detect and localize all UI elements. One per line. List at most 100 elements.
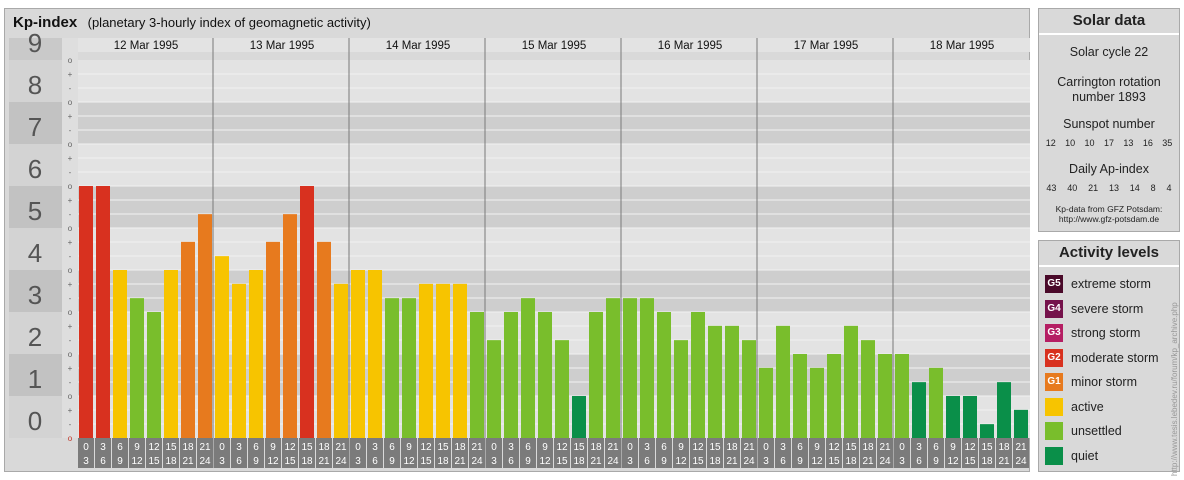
kp-bar [164,270,178,438]
interval-cell [129,438,145,468]
kp-bar [742,340,756,438]
y-minor-label: - [69,210,72,219]
interval-end-label: 3 [491,456,497,467]
ap-index-value: 8 [1150,183,1156,193]
kp-bar [623,298,637,438]
kp-bar [691,312,705,438]
carrington-label: Carrington rotation [1057,75,1161,89]
interval-end-label: 15 [556,456,568,467]
level-swatch: G5 [1045,275,1063,293]
interval-end-label: 9 [661,456,667,467]
sunspot-value: 10 [1084,138,1095,148]
interval-cell [945,438,961,468]
interval-start-label: 15 [709,442,721,453]
interval-end-label: 3 [355,456,361,467]
y-tick-label: 8 [28,70,42,100]
interval-end-label: 18 [437,456,449,467]
kp-bar [708,325,722,438]
interval-start-label: 12 [964,442,976,453]
day-header-row [78,38,1030,52]
level-swatch: G1 [1045,373,1063,391]
interval-end-label: 6 [236,456,242,467]
interval-start-label: 9 [950,442,956,453]
interval-end-label: 21 [454,456,466,467]
y-minor-label: - [69,84,72,93]
kp-bar [521,298,535,438]
interval-end-label: 18 [165,456,177,467]
interval-start-label: 6 [253,442,259,453]
kp-bar [640,298,654,438]
interval-end-label: 24 [879,456,891,467]
interval-start-label: 3 [916,442,922,453]
sunspot-value: 10 [1065,138,1076,148]
interval-cell [503,438,519,468]
kp-bar [487,340,501,438]
chart-subtitle: (planetary 3-hourly index of geomagnetic… [87,15,371,30]
level-label: unsettled [1071,424,1122,438]
interval-cell [1013,438,1029,468]
interval-cell [197,438,213,468]
kp-bars [79,186,1028,438]
interval-cell [911,438,927,468]
kp-bar [810,367,824,438]
solar-data-title: Solar data [1039,9,1179,35]
source-link[interactable]: http://www.gfz-potsdam.de [1058,214,1160,224]
interval-cell [401,438,417,468]
activity-level-severe-storm: G4 severe storm [1045,299,1143,318]
interval-cell [350,438,366,468]
y-minor-label: + [68,154,73,163]
y-tick-label: 6 [28,154,42,184]
interval-end-label: 6 [644,456,650,467]
kp-bar [266,241,280,438]
y-minor-label: o [68,434,73,443]
kp-bar [606,298,620,438]
interval-start-label: 18 [454,442,466,453]
y-band-4 [9,228,62,270]
ap-index-value: 4 [1166,183,1172,193]
kp-bar [249,270,263,438]
activity-level-minor-storm: G1 minor storm [1045,373,1137,391]
interval-end-label: 24 [335,456,347,467]
interval-end-label: 12 [131,456,143,467]
level-label: moderate storm [1071,350,1159,365]
kp-bar [232,283,246,438]
day-label: 16 Mar 1995 [658,40,723,52]
kp-bar [130,298,144,438]
interval-end-label: 9 [933,456,939,467]
interval-cell [112,438,128,468]
interval-cell [792,438,808,468]
kp-bar [929,367,943,438]
kp-bar [572,396,586,438]
level-swatch: G4 [1045,299,1063,318]
interval-end-label: 9 [525,456,531,467]
y-minor-label: + [68,196,73,205]
solar-data-panel: Solar data Solar cycle 22 Carrington rot… [1038,8,1180,232]
y-axis-minor-labels: o o + - o + - o + - o + - o + - o + - o + - o + - o + - [68,56,73,443]
y-axis-labels: 0 1 2 3 4 5 6 7 8 9 [28,28,42,436]
interval-end-label: 18 [845,456,857,467]
interval-cell [486,438,502,468]
kp-bar [963,396,977,438]
y-tick-label: 3 [28,280,42,310]
interval-end-label: 21 [862,456,874,467]
watermark: http://www.tesis.lebedev.ru/forum/kp_arc… [1170,302,1179,476]
y-minor-label: + [68,112,73,121]
interval-start-label: 0 [491,442,497,453]
interval-start-label: 9 [134,442,140,453]
interval-end-label: 6 [372,456,378,467]
sunspot-values: 12 10 10 17 13 16 35 [1041,138,1177,148]
interval-start-label: 6 [117,442,123,453]
interval-start-label: 6 [797,442,803,453]
interval-end-label: 15 [692,456,704,467]
interval-start-label: 3 [508,442,514,453]
band-5 [78,186,1030,228]
interval-start-label: 21 [743,442,755,453]
interval-end-label: 15 [284,456,296,467]
carrington-number: number 1893 [1072,90,1146,104]
interval-start-label: 12 [828,442,840,453]
solar-cycle: Solar cycle 22 [1069,45,1149,59]
interval-start-label: 0 [763,442,769,453]
interval-end-label: 9 [389,456,395,467]
y-minor-label: + [68,280,73,289]
interval-start-label: 12 [692,442,704,453]
